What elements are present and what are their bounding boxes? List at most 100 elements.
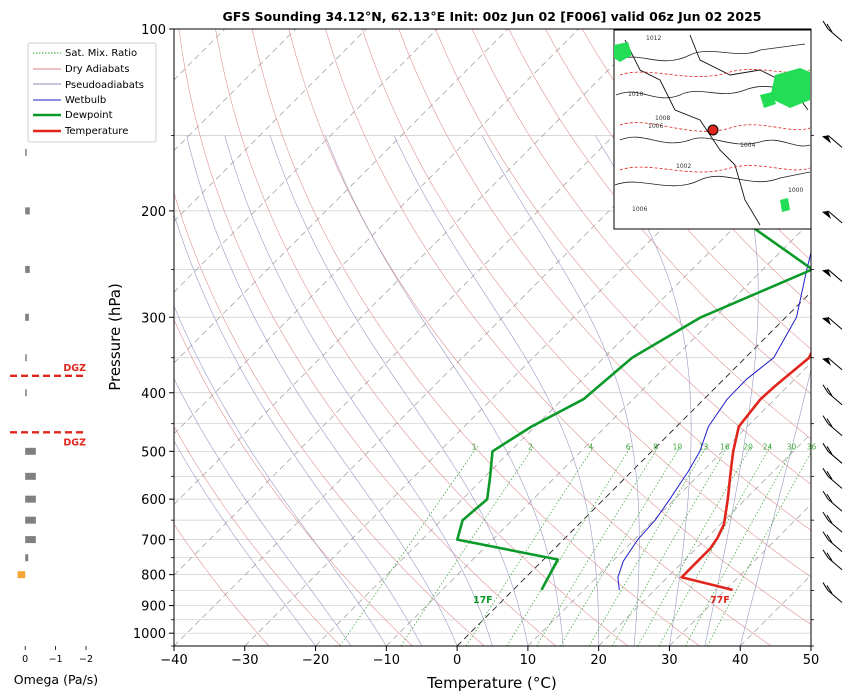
wind-barb-shaft	[827, 498, 843, 512]
wind-barb-shaft	[827, 269, 843, 282]
wind-barb	[822, 357, 843, 371]
mixing-ratio-line	[506, 445, 632, 646]
y-tick-label: 700	[141, 534, 166, 549]
wind-barb-feather	[826, 585, 833, 594]
wind-barb	[822, 20, 843, 42]
omega-bar	[25, 207, 30, 215]
wind-barb-feather	[822, 468, 829, 477]
dry-adiabat	[251, 29, 700, 646]
map-isobar	[619, 122, 811, 132]
series-line-dewpoint	[456, 114, 811, 591]
wind-barb	[822, 269, 843, 282]
dry-adiabat	[839, 29, 857, 646]
wind-barb-feather	[826, 23, 833, 33]
mixing-ratio-label: 1	[472, 442, 477, 451]
wind-barb-feather	[826, 534, 833, 543]
map-isobar-label: 1000	[788, 187, 803, 194]
mixing-ratio-label: 2	[528, 442, 533, 451]
pseudoadiabat	[393, 135, 599, 646]
map-isobar-label: 1010	[628, 91, 643, 98]
mixing-ratio-line	[536, 445, 660, 646]
mixing-ratio-label: 30	[787, 442, 797, 451]
pseudoadiabat	[224, 135, 493, 646]
omega-tick-label: 0	[22, 654, 28, 665]
wind-barb-shaft	[827, 392, 843, 406]
omega-bar	[25, 354, 27, 362]
dry-adiabat	[174, 523, 270, 646]
omega-bar	[25, 447, 36, 455]
map-precip-area	[780, 198, 790, 212]
pseudoadiabat	[739, 368, 811, 646]
map-precip-area	[770, 68, 810, 108]
omega-axis-label: Omega (Pa/s)	[14, 672, 98, 687]
isotherm-line	[598, 433, 811, 646]
pseudoadiabat	[174, 377, 352, 646]
dry-adiabat	[178, 29, 557, 646]
omega-bar	[25, 516, 36, 524]
legend-label: Wetbulb	[65, 95, 106, 106]
wind-barb-feather	[822, 511, 829, 521]
legend: Sat. Mix. Ratio Dry Adiabats Pseudoadiab…	[27, 42, 157, 143]
mixing-ratio-label: 20	[743, 442, 753, 451]
isotherm-line	[810, 645, 811, 646]
plot-frame	[173, 28, 812, 647]
dry-adiabat	[581, 29, 811, 306]
map-isobar-label: 1006	[632, 206, 647, 213]
mixing-ratio-label: 16	[720, 442, 730, 451]
wind-barb	[822, 582, 843, 603]
wind-barb-pennant	[822, 317, 831, 326]
wind-barb-feather	[826, 552, 833, 561]
omega-bar	[25, 495, 36, 503]
mixing-ratio-line	[658, 445, 771, 646]
wind-barb	[822, 511, 843, 533]
x-tick-label: 20	[590, 653, 607, 668]
mixing-ratio-lines	[339, 445, 811, 646]
omega-bar	[17, 571, 26, 579]
wind-barb	[822, 549, 843, 571]
wind-barb	[822, 415, 843, 437]
isotherm-line	[174, 29, 721, 576]
wind-barb-pennant	[822, 210, 831, 219]
dry-adiabat	[325, 29, 811, 625]
mixing-ratio-label: 4	[588, 442, 593, 451]
y-axis-label: Pressure (hPa)	[106, 283, 124, 391]
wind-barb-feather	[822, 384, 829, 394]
wind-barb-feather	[822, 582, 829, 591]
isotherm-line	[527, 362, 811, 646]
wind-barb-feather	[826, 514, 833, 524]
mixing-ratio-label: 13	[699, 442, 709, 451]
x-tick-label: −30	[231, 653, 258, 668]
mixing-ratio-label: 36	[807, 442, 817, 451]
x-tick-label: 10	[520, 653, 537, 668]
series-line-wetbulb	[617, 250, 811, 590]
map-isobar-label: 1008	[655, 115, 670, 122]
wind-barb-shaft	[827, 590, 843, 603]
x-tick-label: −40	[160, 653, 187, 668]
mixing-ratio-label: 10	[673, 442, 683, 451]
wind-barb	[822, 316, 843, 330]
map-terrain-contour	[619, 136, 811, 147]
wind-barb-feather	[822, 20, 829, 30]
isotherm-line	[386, 220, 811, 646]
dry-adiabat	[545, 29, 811, 350]
map-isobar-label: 1002	[676, 163, 691, 170]
wind-barb	[822, 443, 843, 464]
dgz-label: DGZ	[63, 363, 86, 374]
wind-barb-feather	[826, 471, 833, 480]
mixing-ratio-labels: 1 2 4 6 8 10 13 16 20 24 30 36	[472, 442, 817, 451]
wind-barb-shaft	[827, 519, 843, 533]
wind-barb-shaft	[827, 539, 843, 552]
legend-label: Dewpoint	[65, 110, 113, 121]
isotherm-line	[669, 503, 811, 646]
y-tick-label: 300	[141, 311, 166, 326]
dry-adiabat	[435, 29, 811, 485]
wind-barb-feather	[822, 531, 829, 540]
wind-barb-shaft	[827, 357, 843, 371]
omega-tick-label: −1	[49, 654, 63, 665]
y-tick-label: 1000	[133, 627, 166, 642]
wind-barb-shaft	[827, 316, 843, 330]
x-tick-label: −20	[302, 653, 329, 668]
x-axis-label: Temperature (°C)	[426, 674, 556, 692]
map-terrain-contour	[614, 171, 811, 187]
